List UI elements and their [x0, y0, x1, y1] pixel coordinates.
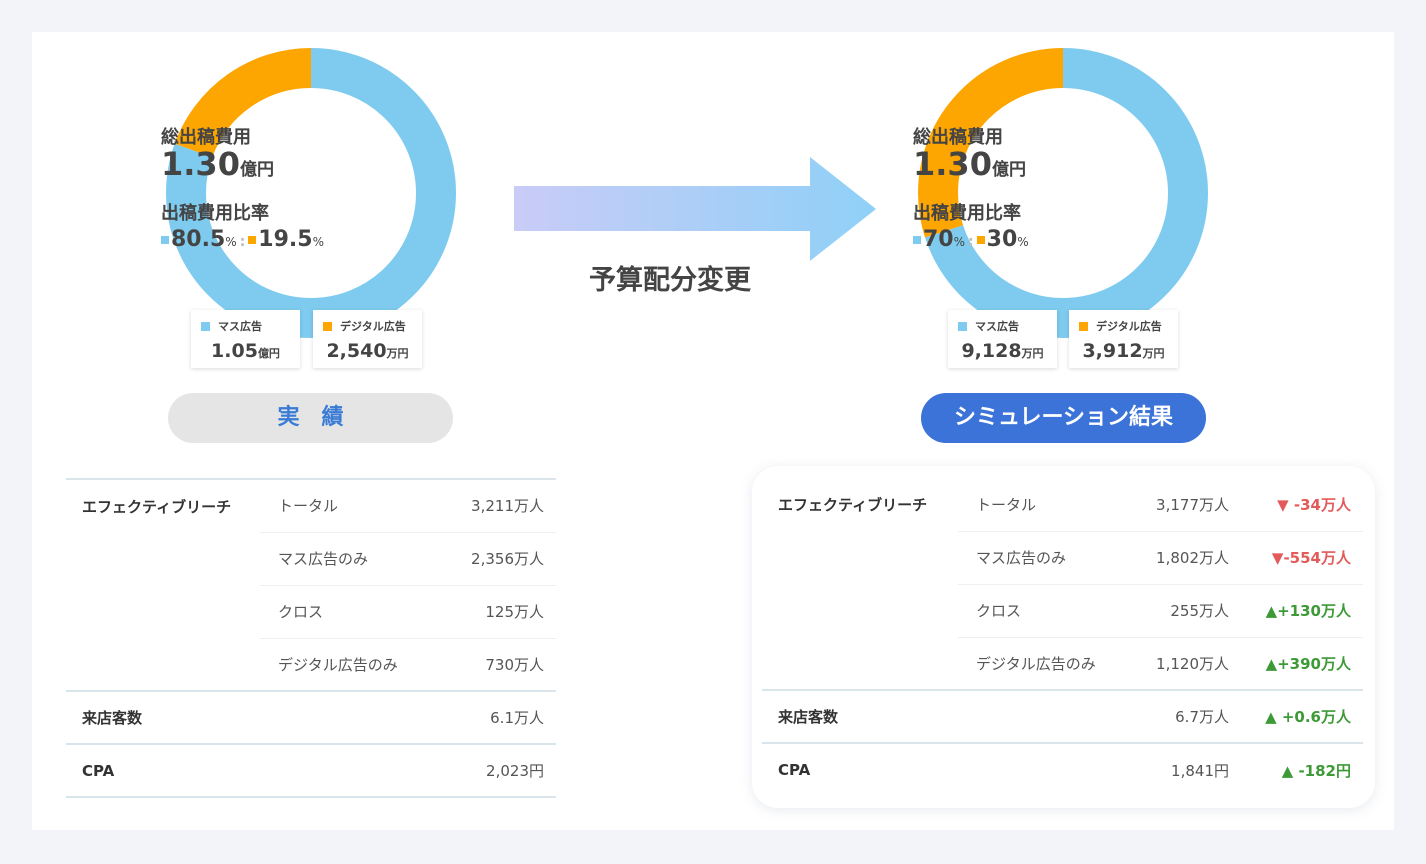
- arrow-right-icon: [514, 157, 876, 261]
- row-delta: ▲+130万人: [1241, 583, 1363, 637]
- legend-label: マス広告: [975, 320, 1019, 333]
- table-row: CPA 1,841円 ▲ -182円: [762, 742, 1363, 796]
- row-label: 来店客数: [762, 689, 958, 743]
- legend-unit: 億円: [257, 347, 280, 360]
- legend-value: 9,128: [961, 340, 1022, 362]
- ratio-title: 出稿費用比率: [161, 203, 269, 224]
- row-value: 6.1万人: [443, 690, 556, 744]
- table-row: CPA 2,023円: [66, 743, 556, 798]
- legend-label: デジタル広告: [1096, 320, 1162, 333]
- row-delta: ▼ -34万人: [1277, 495, 1351, 514]
- budget-change-label: 予算配分変更: [589, 265, 751, 296]
- row-value: 125万人: [443, 584, 556, 638]
- total-cost-value: 1.30億円: [161, 145, 274, 183]
- table-row: マス広告のみ 2,356万人: [66, 531, 556, 585]
- row-value: 255万人: [1133, 583, 1241, 637]
- row-label: CPA: [66, 743, 260, 798]
- actual-donut-chart: 総出稿費用 1.30億円 出稿費用比率 80.5%:19.5%: [161, 43, 461, 343]
- table-row: クロス 125万人: [66, 584, 556, 638]
- row-label: デジタル広告のみ: [958, 636, 1134, 690]
- row-label: マス広告のみ: [958, 530, 1134, 584]
- digital-slice: [166, 48, 456, 338]
- row-value: 2,023円: [443, 743, 556, 798]
- row-label: トータル: [260, 478, 444, 532]
- digital-slice: [918, 48, 1208, 338]
- legend-label: デジタル広告: [340, 320, 406, 333]
- actual-pill: 実 績: [168, 393, 453, 443]
- row-delta: ▲ -182円: [1241, 742, 1363, 796]
- legend-label: マス広告: [218, 320, 262, 333]
- row-value: 1,841円: [1133, 742, 1241, 796]
- ratio-values: 80.5%:19.5%: [161, 227, 461, 252]
- row-delta: ▼-554万人: [1241, 530, 1363, 584]
- simulation-result-pill: シミュレーション結果: [921, 393, 1206, 443]
- reach-header: エフェクティブリーチ: [778, 496, 928, 514]
- actual-mass-legend: マス広告 1.05億円: [191, 310, 300, 368]
- row-label: マス広告のみ: [260, 531, 444, 585]
- row-value: 730万人: [443, 637, 556, 691]
- mass-swatch-icon: [201, 322, 210, 331]
- ratio-values: 70%:30%: [913, 227, 1213, 252]
- simulation-results-table: エフェクティブリーチ トータル 3,177万人 ▼ -34万人 マス広告のみ 1,802…: [762, 478, 1363, 796]
- total-cost-title: 総出稿費用: [161, 127, 251, 148]
- legend-value: 1.05: [211, 340, 258, 362]
- simulation-donut-chart: 総出稿費用 1.30億円 出稿費用比率 70%:30%: [913, 43, 1213, 343]
- legend-unit: 万円: [1021, 347, 1044, 360]
- row-value: 1,802万人: [1133, 530, 1241, 584]
- row-value: 2,356万人: [443, 531, 556, 585]
- mass-swatch-icon: [958, 322, 967, 331]
- row-value: 3,177万人: [1156, 495, 1229, 514]
- row-value: 1,120万人: [1133, 636, 1241, 690]
- ratio-title: 出稿費用比率: [913, 203, 1021, 224]
- reach-header: エフェクティブリーチ: [66, 478, 260, 691]
- row-delta: ▲+390万人: [1241, 636, 1363, 690]
- sim-digital-legend: デジタル広告 3,912万円: [1069, 310, 1178, 368]
- total-cost-value: 1.30億円: [913, 145, 1026, 183]
- row-label: クロス: [958, 583, 1134, 637]
- table-row: 来店客数 6.7万人 ▲ +0.6万人: [762, 689, 1363, 743]
- row-label: クロス: [260, 584, 444, 638]
- actual-digital-legend: デジタル広告 2,540万円: [313, 310, 422, 368]
- table-row: 来店客数 6.1万人: [66, 690, 556, 744]
- total-cost-title: 総出稿費用: [913, 127, 1003, 148]
- row-label: デジタル広告のみ: [260, 637, 444, 691]
- row-value: 3,211万人: [443, 478, 556, 532]
- row-delta: ▲ +0.6万人: [1241, 689, 1363, 743]
- row-label: 来店客数: [66, 690, 260, 744]
- table-row: マス広告のみ 1,802万人 ▼-554万人: [762, 530, 1363, 584]
- digital-swatch-icon: [1079, 322, 1088, 331]
- legend-value: 2,540: [326, 340, 387, 362]
- legend-unit: 万円: [1142, 347, 1165, 360]
- row-label: CPA: [762, 742, 958, 796]
- row-value: 6.7万人: [1133, 689, 1241, 743]
- sim-mass-legend: マス広告 9,128万円: [948, 310, 1057, 368]
- table-row: エフェクティブリーチ トータル 3,177万人 ▼ -34万人: [762, 478, 1363, 531]
- table-row: エフェクティブリーチ トータル 3,211万人: [66, 478, 556, 691]
- legend-value: 3,912: [1082, 340, 1143, 362]
- actual-results-table: エフェクティブリーチ トータル 3,211万人 マス広告のみ 2,356万人 クロス 1…: [66, 478, 556, 798]
- legend-unit: 万円: [386, 347, 409, 360]
- digital-swatch-icon: [323, 322, 332, 331]
- table-row: クロス 255万人 ▲+130万人: [762, 583, 1363, 637]
- table-row: デジタル広告のみ 1,120万人 ▲+390万人: [762, 636, 1363, 690]
- table-row: デジタル広告のみ 730万人: [66, 637, 556, 691]
- row-label: トータル: [976, 495, 1037, 514]
